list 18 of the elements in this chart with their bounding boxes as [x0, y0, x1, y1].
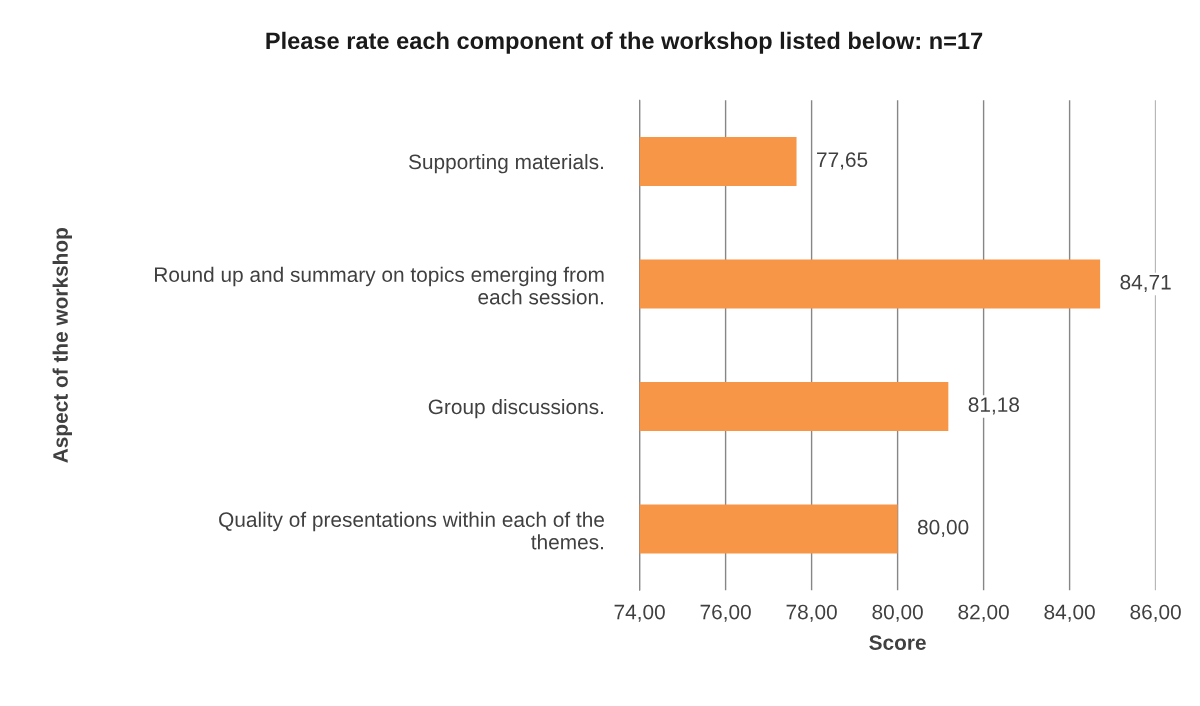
y-axis-title: Aspect of the workshop	[52, 228, 72, 463]
y-tick-label: Quality of presentations within each of the themes.	[219, 511, 604, 550]
y-tick-label: Round up and summary on topics emerging from each session.	[155, 266, 604, 305]
data-label: 84,71	[1120, 274, 1171, 293]
x-tick-label: 82,00	[958, 604, 1009, 622]
x-tick-label: 76,00	[700, 604, 751, 622]
x-tick-label: 86,00	[1130, 604, 1181, 622]
data-label: 77,65	[817, 152, 868, 170]
chart-title: Please rate each component of the workshop listed below: n=17	[266, 31, 983, 54]
x-tick-label: 78,00	[786, 604, 837, 622]
y-tick-label: Supporting materials.	[408, 153, 603, 174]
data-label: 81,18	[968, 397, 1020, 415]
x-tick-label: 74,00	[614, 604, 665, 622]
x-tick-label: 80,00	[872, 604, 923, 622]
x-axis-title: Score	[869, 635, 926, 650]
x-tick-label: 84,00	[1044, 604, 1095, 622]
data-label: 80,00	[917, 519, 969, 538]
y-tick-label: Group discussions.	[428, 398, 603, 419]
